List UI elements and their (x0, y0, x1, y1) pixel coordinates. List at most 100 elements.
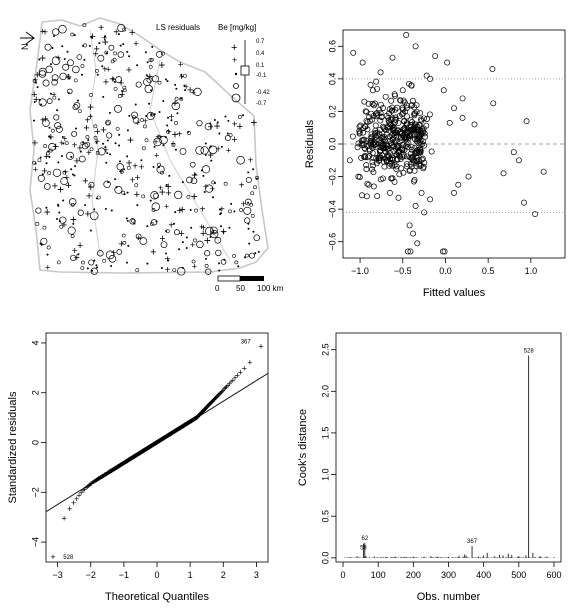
data-point-plus-icon: + (195, 412, 200, 422)
residual-symbols: + + + + + + + + + + + + + + + + + + + + + + + + + + + + + + + + + + + + + + + +… (31, 23, 261, 276)
map-plus: + (129, 27, 135, 39)
data-point-plus-icon: + (160, 434, 165, 444)
data-point-plus-icon: + (178, 423, 183, 433)
data-point-plus-icon: + (189, 416, 194, 426)
data-point (400, 169, 407, 176)
data-point-plus-icon: + (146, 443, 151, 453)
map-circle (43, 144, 47, 148)
data-point (387, 155, 394, 162)
data-point-plus-icon: + (158, 435, 163, 445)
data-point-plus-icon: + (85, 482, 90, 492)
data-point-plus-icon: + (223, 383, 228, 393)
map-plus: + (220, 226, 227, 238)
map-circle (150, 191, 159, 200)
data-point-plus-icon: + (178, 423, 183, 433)
map-circle (70, 202, 75, 207)
legend-value: 0.4 (256, 51, 265, 57)
map-circle (113, 86, 118, 91)
data-point-plus-icon: + (135, 450, 140, 460)
map-plus: + (158, 58, 165, 72)
data-point-plus-icon: + (188, 417, 193, 427)
data-point-plus-icon: + (137, 448, 142, 458)
map-circle (157, 80, 162, 85)
data-point-plus-icon: + (156, 437, 161, 447)
map-dot (53, 35, 56, 38)
data-point-plus-icon: + (130, 452, 135, 462)
data-point-plus-icon: + (193, 413, 198, 423)
map-circle (116, 249, 123, 255)
data-point-plus-icon: + (131, 452, 136, 462)
map-plus: + (134, 189, 141, 201)
map-circle (153, 192, 160, 199)
map-circle (51, 74, 59, 82)
data-point-plus-icon: + (144, 444, 149, 454)
data-point-plus-icon: + (201, 405, 206, 415)
data-point-plus-icon: + (200, 407, 205, 417)
data-point-plus-icon: + (153, 438, 158, 448)
y-tick-label: 1.0 (320, 468, 330, 481)
y-tick-label: −0.2 (327, 168, 337, 186)
data-point (413, 154, 420, 161)
data-point-plus-icon: + (134, 450, 139, 460)
data-point-plus-icon: + (160, 434, 165, 444)
data-point (403, 105, 410, 112)
data-point (361, 98, 368, 105)
data-point-plus-icon: + (114, 463, 119, 473)
map-dot (110, 209, 113, 212)
map-circle (48, 143, 56, 151)
data-point-plus-icon: + (169, 428, 174, 438)
data-point-plus-icon: + (127, 455, 132, 465)
data-point-plus-icon: + (124, 457, 129, 467)
data-point-plus-icon: + (132, 451, 137, 461)
map-circle (122, 240, 127, 245)
data-point (365, 181, 372, 188)
map-dot (72, 222, 75, 225)
data-point (412, 132, 419, 139)
data-point-plus-icon: + (211, 395, 216, 405)
map-dot (213, 119, 216, 122)
data-point-plus-icon: + (179, 422, 184, 432)
map-dot (104, 35, 107, 38)
map-circle (46, 245, 51, 250)
map-circle (146, 111, 155, 121)
map-plus: + (94, 137, 100, 148)
data-point-plus-icon: + (156, 437, 161, 447)
map-dot (127, 244, 130, 247)
map-plus: + (118, 77, 125, 89)
data-point (389, 162, 396, 169)
data-point (381, 134, 388, 141)
map-dot (166, 80, 169, 83)
data-point-plus-icon: + (113, 464, 118, 474)
y-tick-label: −0.4 (327, 200, 337, 218)
data-point (396, 112, 403, 119)
map-plus: + (55, 54, 61, 65)
data-point-plus-icon: + (136, 449, 141, 459)
map-circle (42, 225, 47, 230)
map-circle (234, 260, 239, 265)
data-point-plus-icon: + (205, 402, 210, 412)
data-point-plus-icon: + (172, 427, 177, 437)
data-point-plus-icon: + (181, 421, 186, 431)
map-dot (88, 44, 91, 47)
map-circle (45, 65, 54, 74)
map-circle (194, 208, 198, 213)
data-point-plus-icon: + (166, 430, 171, 440)
map-circle (55, 125, 63, 133)
map-circle (58, 24, 67, 34)
map-plus: + (72, 246, 78, 257)
data-point-plus-icon: + (158, 435, 163, 445)
map-circle (250, 214, 255, 218)
map-plus: + (134, 173, 140, 184)
data-point-plus-icon: + (180, 422, 185, 432)
data-point-plus-icon: + (157, 436, 162, 446)
map-plus: + (153, 136, 159, 147)
data-point-plus-icon: + (194, 413, 199, 423)
map-circle (224, 135, 231, 141)
plot-frame (335, 332, 562, 563)
map-plus: + (31, 89, 38, 101)
data-point (397, 156, 404, 163)
data-point-plus-icon: + (159, 434, 164, 444)
data-point (399, 87, 406, 94)
data-point-plus-icon: + (125, 456, 130, 466)
map-circle (160, 51, 165, 56)
